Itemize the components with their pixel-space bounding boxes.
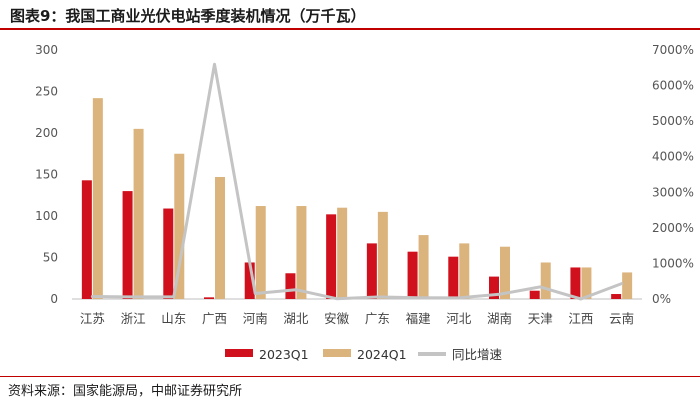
bar-2024q1 — [296, 206, 307, 299]
right-axis-tick-label: 7000% — [652, 43, 694, 57]
right-axis-tick-label: 0% — [652, 292, 671, 306]
bar-2023q1 — [204, 297, 214, 299]
right-axis-tick-label: 4000% — [652, 150, 694, 164]
bar-2023q1 — [489, 276, 499, 299]
left-axis-tick-label: 250 — [35, 85, 58, 99]
bar-2023q1 — [529, 290, 540, 299]
bar-2024q1 — [92, 98, 103, 299]
bar-2024q1 — [174, 153, 185, 299]
left-axis-tick-label: 300 — [35, 43, 58, 57]
bar-2023q1 — [244, 262, 255, 299]
bar-2023q1 — [366, 243, 377, 299]
bar-2024q1 — [500, 246, 510, 299]
bar-2024q1 — [255, 206, 266, 299]
category-label: 江西 — [568, 311, 593, 326]
legend-swatch — [323, 349, 351, 357]
category-label: 湖北 — [283, 311, 309, 326]
bar-2023q1 — [448, 256, 459, 299]
bar-2024q1 — [337, 207, 348, 299]
category-label: 天津 — [528, 311, 553, 326]
category-label: 江苏 — [80, 311, 105, 326]
left-axis-tick-label: 50 — [43, 251, 58, 265]
chart-canvas: 0501001502002503000%1000%2000%3000%4000%… — [35, 43, 694, 362]
bar-2023q1 — [611, 294, 622, 299]
title-divider — [0, 28, 700, 30]
right-axis-tick-label: 5000% — [652, 114, 694, 128]
chart-legend: 2023Q1 2024Q1 同比增速 — [225, 347, 503, 362]
bar-2023q1 — [326, 214, 337, 299]
bar-2024q1 — [377, 211, 388, 299]
bar-2024q1 — [133, 128, 144, 299]
left-axis-tick-label: 0 — [50, 292, 58, 306]
left-axis-tick-label: 150 — [35, 168, 58, 182]
legend-label: 2023Q1 — [259, 347, 309, 362]
bar-2023q1 — [122, 191, 133, 299]
category-label: 河南 — [243, 311, 268, 326]
legend-swatch — [225, 349, 253, 357]
bar-2024q1 — [581, 267, 592, 299]
category-label: 安徽 — [324, 311, 350, 326]
category-label: 广东 — [365, 311, 390, 326]
chart-axes: 0501001502002503000%1000%2000%3000%4000%… — [35, 43, 694, 326]
source-note: 资料来源：国家能源局，中邮证券研究所 — [8, 384, 243, 399]
category-label: 山东 — [161, 311, 186, 326]
bar-2023q1 — [163, 208, 174, 299]
category-label: 浙江 — [121, 311, 146, 326]
bar-2023q1 — [81, 180, 92, 299]
category-label: 河北 — [446, 311, 472, 326]
bar-2023q1 — [285, 273, 296, 299]
bar-2024q1 — [418, 235, 429, 299]
right-axis-tick-label: 6000% — [652, 79, 694, 93]
left-axis-tick-label: 100 — [35, 209, 58, 223]
category-label: 广西 — [202, 311, 227, 326]
category-label: 湖南 — [487, 311, 512, 326]
bar-2024q1 — [459, 243, 470, 299]
category-label: 福建 — [406, 311, 432, 326]
bar-2024q1 — [215, 176, 225, 299]
right-axis-tick-label: 2000% — [652, 221, 694, 235]
right-axis-tick-label: 1000% — [652, 256, 694, 270]
bar-2024q1 — [540, 262, 551, 299]
bar-2023q1 — [407, 251, 418, 299]
source-divider — [0, 376, 700, 377]
chart-line — [90, 62, 624, 301]
legend-label: 2024Q1 — [357, 347, 407, 362]
figure-title: 图表9：我国工商业光伏电站季度装机情况（万千瓦） — [10, 7, 366, 25]
left-axis-tick-label: 200 — [35, 126, 58, 140]
growth-rate-line — [90, 62, 624, 301]
category-label: 云南 — [609, 311, 634, 326]
chart-bars — [81, 98, 633, 299]
bar-2023q1 — [570, 267, 581, 299]
legend-label: 同比增速 — [452, 347, 503, 362]
right-axis-tick-label: 3000% — [652, 185, 694, 199]
bar-2024q1 — [622, 272, 633, 299]
